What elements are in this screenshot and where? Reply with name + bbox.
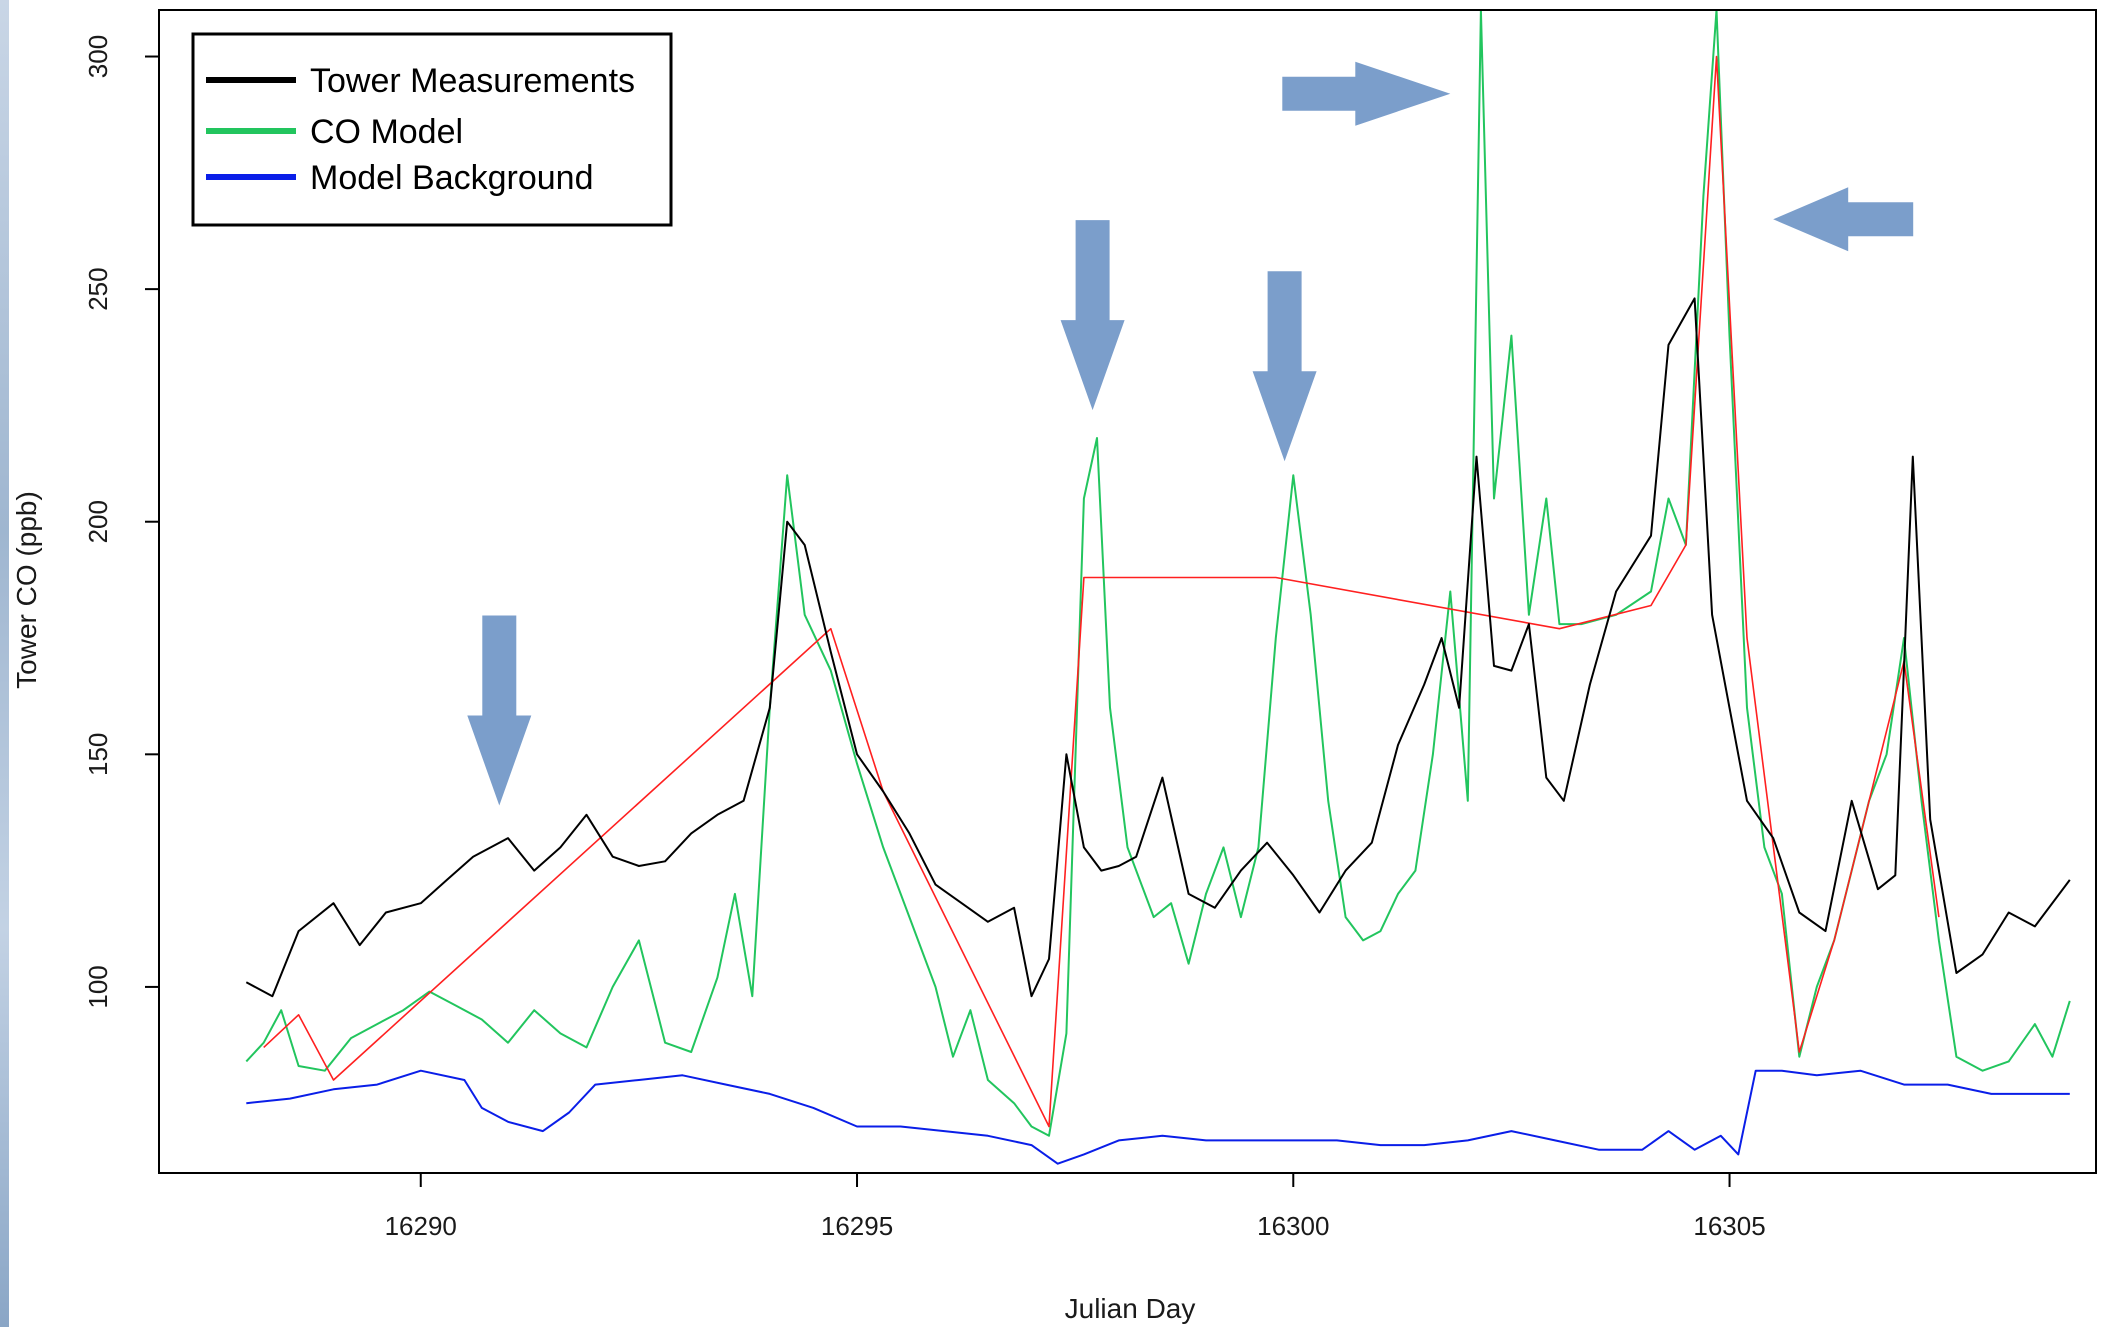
series-line-model-background xyxy=(246,1069,2070,1165)
x-tick-label: 16300 xyxy=(1257,1211,1329,1241)
series-line-tower-measurements xyxy=(245,297,2071,998)
y-tick-label: 150 xyxy=(83,733,113,776)
arrow-down-annotation xyxy=(1060,220,1125,411)
legend: Tower Measurements CO Model Model Backgrou… xyxy=(191,32,673,227)
arrow-right-annotation xyxy=(1282,61,1451,126)
legend-label-tower-measurements: Tower Measurements xyxy=(310,62,635,100)
y-tick-label: 200 xyxy=(83,500,113,543)
legend-label-model-background: Model Background xyxy=(310,159,594,197)
page-edge-strip xyxy=(0,0,9,1327)
y-axis-label: Tower CO (ppb) xyxy=(11,491,42,689)
x-tick-label: 16290 xyxy=(385,1211,457,1241)
series-line-secondary-red xyxy=(263,55,1940,1128)
y-tick-label: 100 xyxy=(83,965,113,1008)
x-axis-label: Julian Day xyxy=(1065,1293,1196,1324)
arrow-down-annotation xyxy=(1252,271,1317,462)
series-layer xyxy=(245,10,2071,1165)
annotation-layer xyxy=(467,61,1914,806)
arrow-down-annotation xyxy=(467,615,532,806)
legend-label-co-model: CO Model xyxy=(310,113,463,151)
x-tick-label: 16295 xyxy=(821,1211,893,1241)
x-tick-label: 16305 xyxy=(1693,1211,1765,1241)
y-tick-label: 250 xyxy=(83,267,113,310)
axis-layer: 16290 16295 16300 16305 100 150 200 250 300 xyxy=(83,35,1766,1241)
plot-frame xyxy=(158,9,2097,1174)
y-tick-label: 300 xyxy=(83,35,113,78)
arrow-left-annotation xyxy=(1773,187,1914,252)
